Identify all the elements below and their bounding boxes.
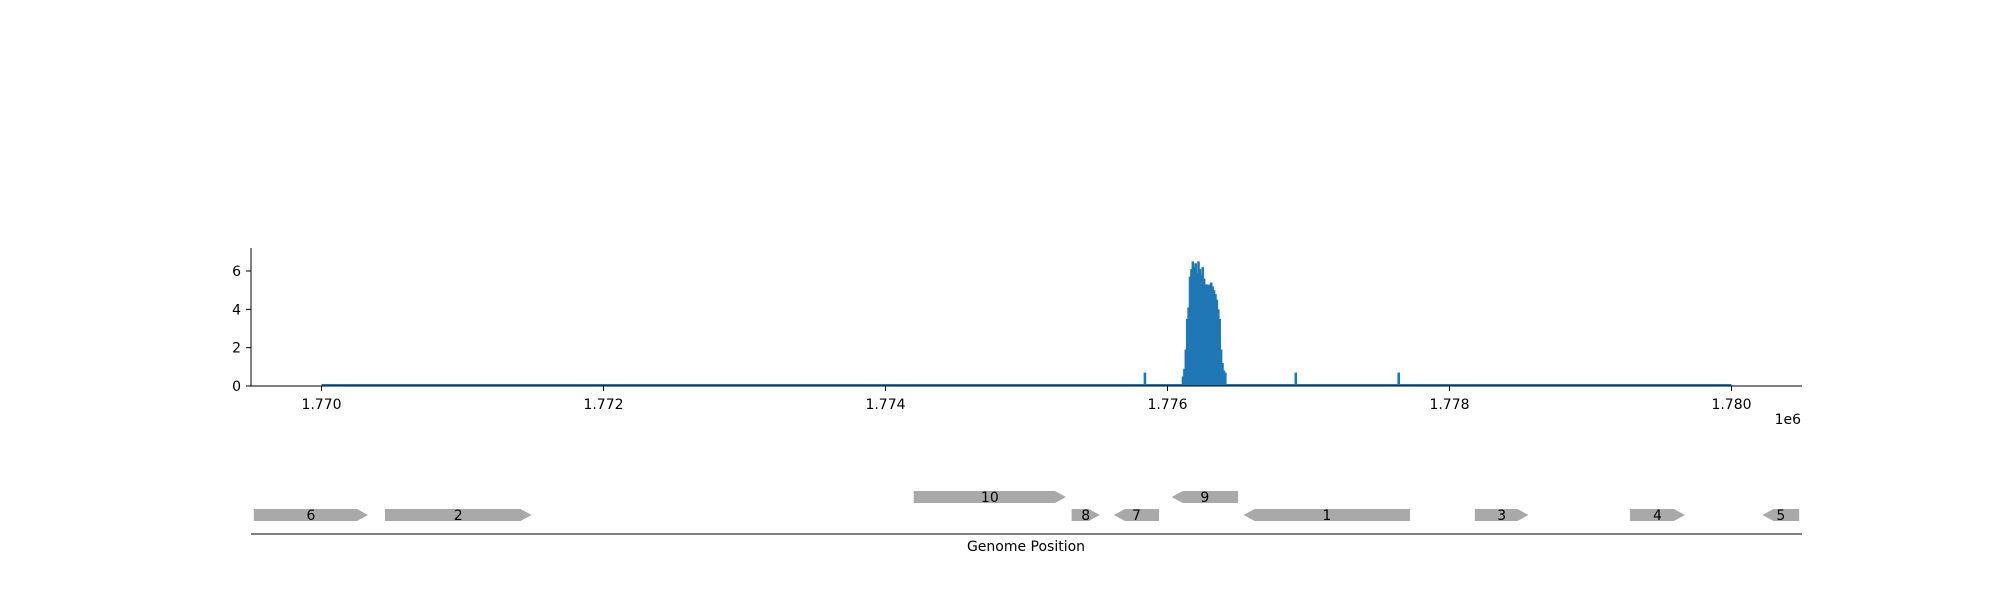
coverage-bar bbox=[1216, 309, 1220, 386]
coverage-bar bbox=[1185, 318, 1189, 386]
coverage-bar bbox=[1204, 284, 1207, 386]
coverage-bar bbox=[1202, 278, 1206, 386]
gene-arrow bbox=[1243, 509, 1411, 521]
gene-6: 6 bbox=[253, 508, 369, 524]
gene-label: 7 bbox=[1132, 508, 1141, 524]
gene-label: 4 bbox=[1653, 508, 1662, 524]
coverage-bars bbox=[321, 261, 1732, 387]
coverage-bar bbox=[1195, 272, 1199, 386]
x-tick-label: 1.780 bbox=[1711, 397, 1751, 413]
gene-label: 10 bbox=[981, 490, 999, 506]
coverage-bar bbox=[1205, 284, 1209, 386]
gene-label: 8 bbox=[1081, 508, 1090, 524]
gene-9: 9 bbox=[1171, 490, 1238, 506]
gene-label: 2 bbox=[454, 508, 463, 524]
gene-arrow bbox=[384, 509, 532, 521]
gene-10: 10 bbox=[913, 490, 1066, 506]
gene-arrow bbox=[1113, 509, 1160, 521]
gene-track-panel: 6 2 10 8 7 9 1 3 4 5 Genome Position bbox=[251, 490, 1802, 555]
x-tick-label: 1.778 bbox=[1429, 397, 1469, 413]
coverage-bar bbox=[1209, 282, 1213, 386]
x-axis-label: Genome Position bbox=[967, 539, 1085, 555]
gene-7: 7 bbox=[1113, 508, 1160, 524]
coverage-panel: 0 2 4 6 1.770 1.772 1.774 1.776 1.778 1.780 1e6 bbox=[232, 248, 1802, 428]
gene-arrow bbox=[1171, 491, 1238, 503]
coverage-bar bbox=[1294, 372, 1298, 386]
coverage-bar bbox=[1194, 263, 1197, 386]
coverage-bar bbox=[1219, 349, 1223, 386]
x-tick-label: 1.774 bbox=[865, 397, 905, 413]
coverage-bar bbox=[1208, 284, 1212, 386]
x-tick-label: 1.772 bbox=[583, 397, 623, 413]
coverage-bar bbox=[1190, 269, 1193, 386]
y-tick-label: 0 bbox=[232, 379, 241, 395]
coverage-bar bbox=[1181, 376, 1185, 386]
coverage-bar bbox=[1214, 294, 1217, 386]
gene-arrow bbox=[913, 491, 1066, 503]
x-offset-label: 1e6 bbox=[1775, 412, 1802, 428]
coverage-bar bbox=[1212, 290, 1216, 386]
gene-3: 3 bbox=[1474, 508, 1529, 524]
gene-arrow bbox=[1762, 509, 1800, 521]
gene-label: 9 bbox=[1200, 490, 1209, 506]
gene-5: 5 bbox=[1762, 508, 1800, 524]
coverage-bar bbox=[1211, 286, 1214, 386]
y-tick-label: 4 bbox=[232, 302, 241, 318]
gene-arrow bbox=[1474, 509, 1529, 521]
gene-label: 5 bbox=[1776, 508, 1785, 524]
coverage-bar bbox=[1187, 307, 1190, 386]
coverage-bar bbox=[1184, 349, 1188, 386]
x-ticks: 1.770 1.772 1.774 1.776 1.778 1.780 bbox=[301, 386, 1752, 413]
gene-8: 8 bbox=[1071, 508, 1100, 524]
coverage-bar bbox=[1191, 261, 1195, 386]
gene-label: 1 bbox=[1322, 508, 1331, 524]
y-tick-label: 2 bbox=[232, 341, 241, 357]
gene-arrow bbox=[253, 509, 369, 521]
coverage-bar bbox=[1221, 363, 1224, 386]
coverage-bar bbox=[1218, 318, 1221, 386]
gene-arrow bbox=[1071, 509, 1100, 521]
coverage-bar bbox=[1143, 372, 1147, 386]
gene-2: 2 bbox=[384, 508, 532, 524]
gene-label: 3 bbox=[1497, 508, 1506, 524]
gene-label: 6 bbox=[306, 508, 315, 524]
y-ticks: 0 2 4 6 bbox=[232, 264, 251, 395]
coverage-bar bbox=[1207, 286, 1210, 386]
x-tick-label: 1.776 bbox=[1147, 397, 1187, 413]
gene-arrows: 6 2 10 8 7 9 1 3 4 5 bbox=[253, 490, 1800, 524]
coverage-bar bbox=[1183, 368, 1186, 386]
coverage-bar bbox=[1397, 372, 1401, 386]
coverage-bar bbox=[1188, 276, 1192, 386]
gene-4: 4 bbox=[1629, 508, 1685, 524]
gene-1: 1 bbox=[1243, 508, 1411, 524]
coverage-bar bbox=[1192, 267, 1196, 386]
coverage-bar bbox=[1201, 267, 1205, 386]
coverage-bar bbox=[1200, 274, 1203, 386]
gene-arrow bbox=[1629, 509, 1685, 521]
x-tick-label: 1.770 bbox=[301, 397, 341, 413]
coverage-bar bbox=[1222, 370, 1226, 386]
coverage-bar bbox=[1224, 372, 1227, 386]
coverage-bar bbox=[1197, 261, 1200, 386]
y-tick-label: 6 bbox=[232, 264, 241, 280]
coverage-bar bbox=[1198, 269, 1202, 386]
coverage-bar bbox=[1215, 299, 1219, 386]
